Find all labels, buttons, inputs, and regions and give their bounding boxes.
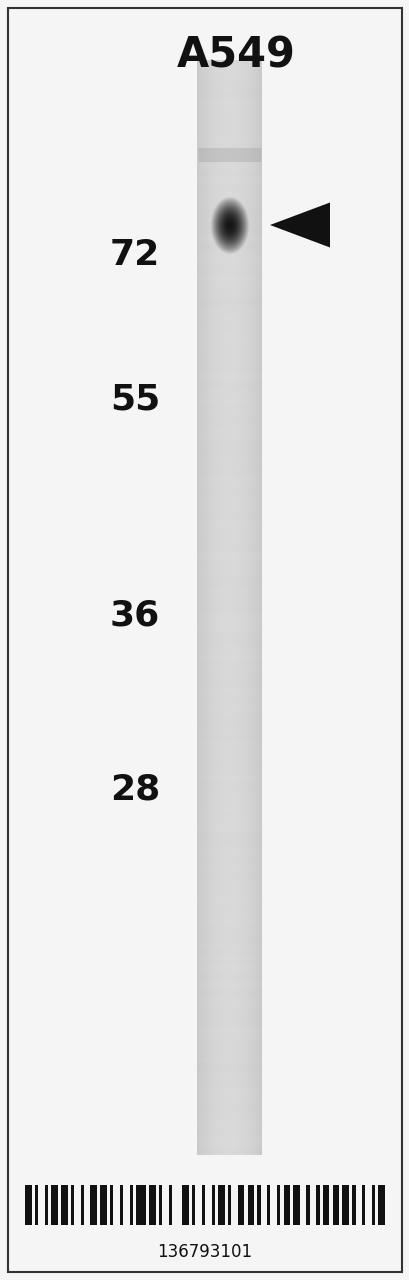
Text: 36: 36 (110, 598, 160, 632)
Bar (45, 1185, 48, 1225)
Bar (201, 1185, 204, 1225)
Bar (237, 1185, 244, 1225)
Bar (136, 1185, 146, 1225)
Text: 136793101: 136793101 (157, 1243, 252, 1261)
Bar (276, 1185, 280, 1225)
Bar (191, 1185, 195, 1225)
Bar (129, 1185, 133, 1225)
Bar (378, 1185, 384, 1225)
Bar (119, 1185, 123, 1225)
Bar (371, 1185, 374, 1225)
Text: A549: A549 (176, 35, 294, 76)
Bar (267, 1185, 270, 1225)
Bar (247, 1185, 254, 1225)
Polygon shape (270, 202, 329, 247)
Bar (25, 1185, 31, 1225)
Bar (322, 1185, 328, 1225)
Bar (227, 1185, 231, 1225)
Bar (159, 1185, 162, 1225)
Bar (351, 1185, 355, 1225)
Bar (149, 1185, 155, 1225)
Bar (71, 1185, 74, 1225)
Bar (218, 1185, 224, 1225)
Bar (257, 1185, 260, 1225)
Bar (306, 1185, 309, 1225)
Bar (35, 1185, 38, 1225)
Bar (182, 1185, 188, 1225)
Text: 55: 55 (110, 383, 160, 417)
Bar (283, 1185, 290, 1225)
FancyBboxPatch shape (198, 148, 261, 163)
Text: 28: 28 (110, 773, 160, 806)
Bar (169, 1185, 172, 1225)
Bar (315, 1185, 319, 1225)
Bar (332, 1185, 338, 1225)
Bar (100, 1185, 107, 1225)
Bar (110, 1185, 113, 1225)
Bar (293, 1185, 299, 1225)
Bar (51, 1185, 58, 1225)
Bar (90, 1185, 97, 1225)
Bar (81, 1185, 84, 1225)
Bar (342, 1185, 348, 1225)
Bar (211, 1185, 214, 1225)
Text: 72: 72 (110, 238, 160, 271)
Bar (61, 1185, 67, 1225)
Bar (361, 1185, 364, 1225)
